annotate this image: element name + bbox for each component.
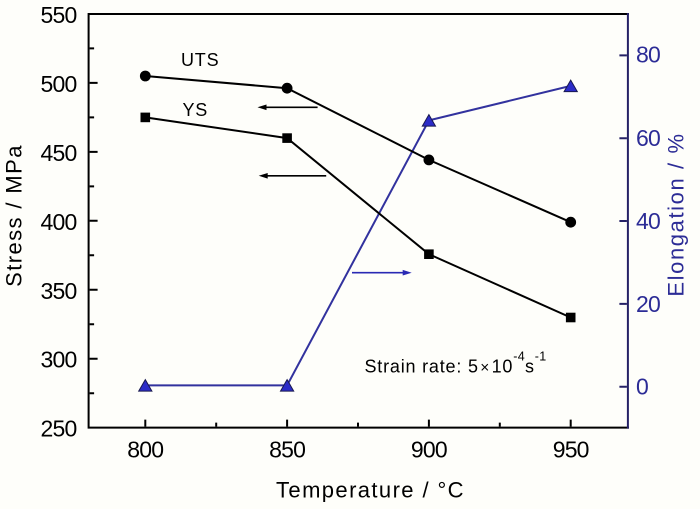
svg-text:950: 950 [553, 437, 589, 463]
svg-text:Stress / MPa: Stress / MPa [2, 144, 27, 287]
svg-text:800: 800 [127, 437, 163, 463]
svg-text:60: 60 [636, 125, 660, 151]
svg-text:UTS: UTS [181, 50, 219, 70]
svg-text:80: 80 [636, 41, 660, 67]
svg-text:300: 300 [41, 347, 77, 373]
svg-text:900: 900 [411, 437, 447, 463]
svg-text:850: 850 [269, 437, 305, 463]
svg-text:500: 500 [41, 71, 77, 97]
svg-text:Elongation / %: Elongation / % [664, 132, 689, 296]
svg-text:250: 250 [41, 416, 77, 442]
svg-text:20: 20 [636, 291, 660, 317]
svg-text:450: 450 [41, 140, 77, 166]
svg-text:Temperature / °C: Temperature / °C [276, 478, 465, 503]
svg-text:400: 400 [41, 209, 77, 235]
svg-text:YS: YS [183, 100, 209, 120]
svg-text:40: 40 [636, 208, 660, 234]
svg-text:550: 550 [41, 2, 77, 28]
svg-text:0: 0 [636, 374, 648, 400]
svg-text:350: 350 [41, 278, 77, 304]
